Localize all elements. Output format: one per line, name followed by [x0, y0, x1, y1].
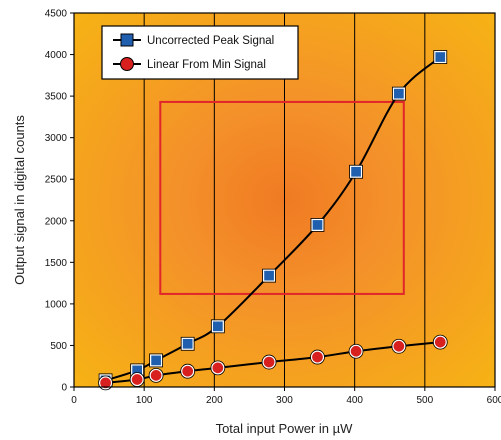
y-tick-label: 2500 [45, 175, 68, 186]
legend-marker-series-1 [120, 33, 134, 47]
data-point-outline-series-1 [180, 336, 195, 351]
data-point-outline-series-2 [180, 363, 196, 379]
data-point-outline-series-2 [391, 338, 407, 354]
data-point-outline-series-1 [391, 86, 406, 101]
y-tick-label: 4000 [45, 50, 68, 61]
x-tick-label: 100 [136, 395, 153, 406]
y-tick-label: 1500 [45, 258, 68, 269]
data-point-outline-series-1 [310, 218, 325, 232]
annotation-box [159, 100, 405, 295]
data-point-outline-series-1 [262, 268, 276, 283]
legend-label-series-1: Uncorrected Peak Signal [147, 35, 274, 47]
legend-marker-series-2 [120, 57, 134, 71]
data-point-outline-series-2 [98, 375, 113, 391]
data-point-series-2 [433, 335, 447, 349]
data-point-series-2 [98, 376, 113, 390]
data-point-series-1 [149, 354, 163, 367]
data-point-series-2 [181, 364, 195, 378]
y-tick-label: 0 [61, 383, 67, 394]
x-tick-label: 0 [71, 395, 77, 406]
y-tick-label: 1000 [45, 299, 68, 310]
x-tick-label: 200 [206, 395, 223, 406]
data-point-outline-series-1 [433, 50, 448, 64]
data-point-outline-series-1 [210, 319, 225, 334]
y-tick-label: 2000 [45, 216, 68, 227]
data-point-series-1 [181, 337, 194, 350]
data-point-outline-series-2 [261, 354, 277, 370]
data-point-outline-series-2 [148, 367, 164, 383]
y-axis: 0 500 1000 1500 2000 2500 3000 3500 4000 4500 [45, 9, 74, 394]
data-point-outline-series-1 [149, 353, 163, 368]
data-point-series-1 [311, 218, 324, 232]
data-point-series-2 [392, 339, 406, 353]
series-layer [98, 50, 448, 391]
data-point-outline-series-2 [310, 349, 325, 365]
series-line-2 [105, 341, 441, 384]
data-point-series-2 [262, 355, 276, 369]
data-point-series-1 [349, 165, 363, 178]
x-axis: 0 100 200 300 400 500 600 [71, 387, 501, 406]
data-point-outline-series-2 [348, 343, 364, 359]
x-axis-label: Total input Power in µW [216, 421, 354, 436]
legend-box [101, 25, 299, 80]
data-point-series-1 [262, 269, 276, 282]
y-tick-label: 3500 [45, 92, 68, 103]
legend: Uncorrected Peak Signal Linear From Min … [101, 25, 299, 80]
data-point-series-1 [211, 320, 224, 333]
y-tick-label: 3000 [45, 133, 68, 144]
data-point-series-2 [130, 372, 144, 387]
series-line-1 [105, 56, 441, 382]
data-point-outline-series-1 [349, 164, 363, 179]
x-tick-label: 300 [276, 395, 293, 406]
data-point-series-1 [434, 50, 447, 64]
data-point-series-2 [349, 344, 363, 358]
x-tick-label: 400 [346, 395, 363, 406]
y-tick-label: 4500 [45, 9, 68, 20]
data-point-series-1 [392, 87, 406, 100]
data-point-outline-series-2 [432, 334, 448, 350]
y-axis-label: Output signal in digital counts [12, 115, 27, 285]
x-tick-label: 500 [416, 395, 433, 406]
data-point-series-2 [211, 361, 225, 375]
x-tick-label: 600 [487, 395, 501, 406]
data-point-series-2 [310, 350, 325, 364]
data-point-outline-series-2 [210, 360, 226, 376]
legend-label-series-2: Linear From Min Signal [147, 59, 266, 71]
y-tick-label: 500 [50, 341, 67, 352]
data-point-series-2 [149, 368, 163, 383]
